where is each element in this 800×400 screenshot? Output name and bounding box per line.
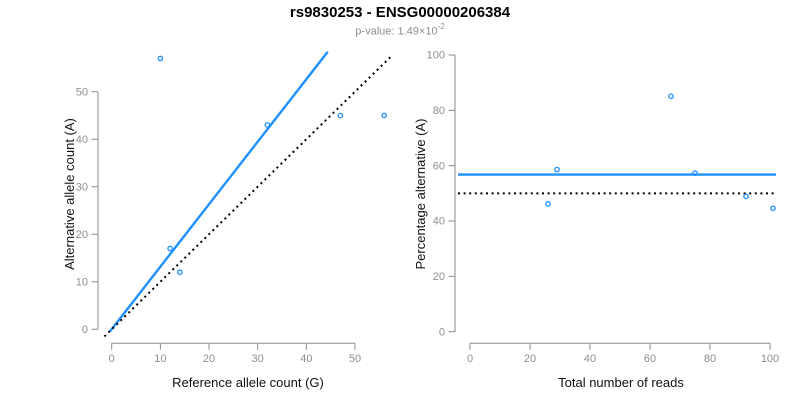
identity-line [103,55,393,338]
y-tick-label: 20 [76,229,88,241]
x-tick-label: 10 [154,353,166,365]
y-tick-label: 100 [427,50,445,62]
data-point [668,93,674,100]
x-tick-label: 50 [349,353,361,365]
data-point [545,201,551,207]
data-point [337,112,344,119]
p-value-exponent: -2 [437,22,445,31]
fit-line [108,51,329,333]
x-tick-label: 40 [300,353,312,365]
x-tick-label: 40 [584,353,596,365]
y-tick-label: 80 [433,105,445,117]
data-point [770,205,776,212]
x-tick-label: 30 [252,353,264,365]
data-point [176,269,183,276]
data-point [157,55,164,62]
data-point [381,112,388,119]
x-axis-title: Total number of reads [558,375,684,390]
data-point [554,166,560,173]
y-tick-label: 20 [433,271,445,283]
y-axis-title: Alternative allele count (A) [62,118,77,270]
data-point [743,193,749,200]
y-tick-label: 0 [82,324,88,336]
y-tick-label: 30 [76,181,88,193]
data-point [167,245,173,252]
x-tick-label: 20 [203,353,215,365]
chart-title: rs9830253 - ENSG00000206384 [289,4,511,21]
y-tick-label: 60 [433,160,445,172]
x-tick-label: 20 [524,353,536,365]
percentage-alternative-panel: 0 20 40 60 80 100 0 20 40 60 80 100 Total number of … [413,50,779,390]
allele-counts-panel: 0 10 20 30 40 50 0 10 20 30 40 50 Reference allele c… [62,51,393,390]
x-tick-label: 60 [644,353,656,365]
x-tick-label: 100 [761,353,779,365]
y-tick-label: 0 [439,326,445,338]
chart-subtitle: p-value: 1.49×10-2 [0,22,800,38]
x-tick-label: 80 [704,353,716,365]
y-axis-title: Percentage alternative (A) [413,118,428,269]
x-tick-label: 0 [467,353,473,365]
y-tick-label: 10 [76,276,88,288]
y-tick-label: 40 [433,216,445,228]
p-value-text: p-value: 1.49×10 [355,25,438,38]
x-axis-title: Reference allele count (G) [172,375,324,390]
y-tick-label: 40 [76,134,88,146]
data-point [264,122,271,128]
y-tick-label: 50 [76,86,88,98]
x-tick-label: 0 [109,353,115,365]
data-point [692,170,698,177]
